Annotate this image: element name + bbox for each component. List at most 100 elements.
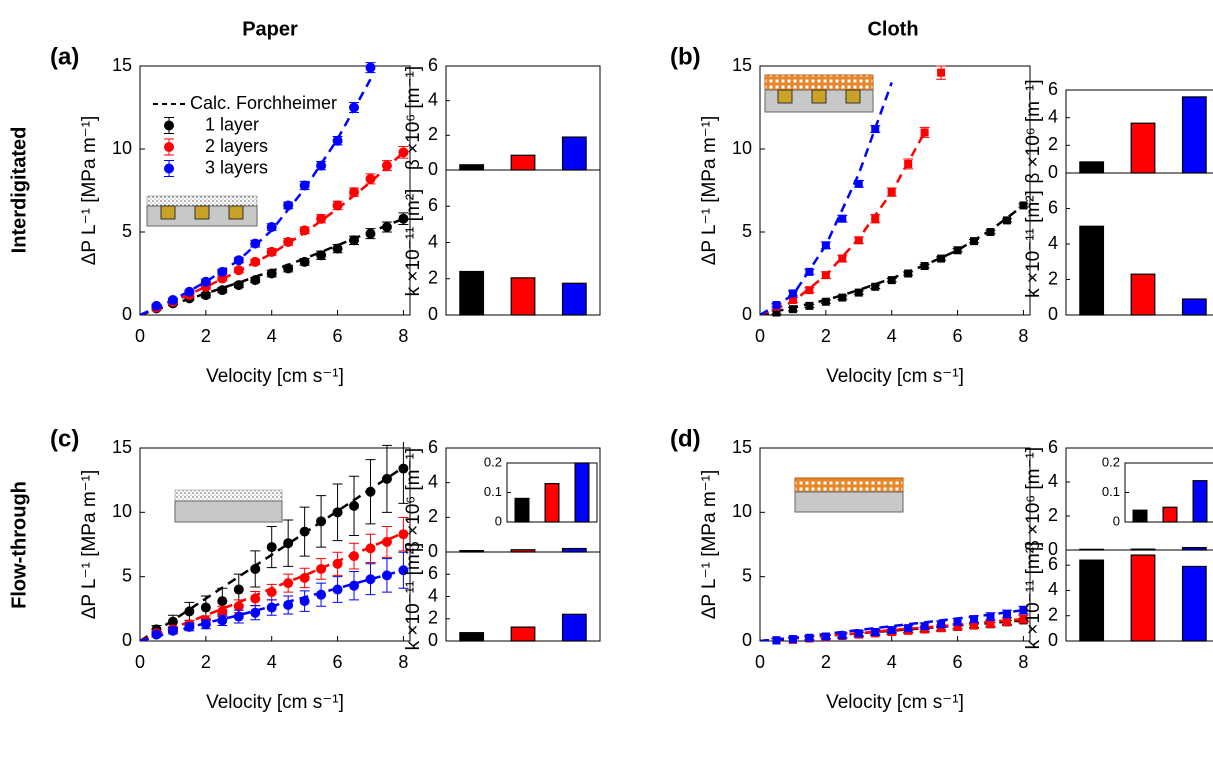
- data-point: [381, 473, 392, 484]
- x-tick-label: 4: [887, 652, 897, 672]
- bar: [510, 626, 536, 642]
- row-title: Flow-through: [8, 481, 30, 609]
- y-tick-label: 6: [1048, 554, 1058, 574]
- data-point: [398, 565, 409, 576]
- y-tick-label: 2: [428, 506, 438, 526]
- data-point: [217, 615, 228, 626]
- data-point: [821, 271, 830, 280]
- data-point: [266, 542, 277, 553]
- y-tick-label: 6: [428, 437, 438, 457]
- legend-label: 1 layer: [205, 114, 259, 134]
- bar: [1132, 509, 1148, 523]
- y-tick-label: 0.2: [1102, 454, 1120, 469]
- data-point: [821, 241, 830, 250]
- data-point: [316, 589, 327, 600]
- data-point: [250, 607, 261, 618]
- data-point: [1019, 606, 1028, 615]
- data-point: [316, 516, 327, 527]
- y-axis-label: ΔP L⁻¹ [MPa m⁻¹]: [79, 470, 100, 620]
- panel-label: (d): [670, 425, 701, 452]
- data-point: [805, 301, 814, 310]
- bar: [561, 613, 587, 642]
- bar: [574, 462, 590, 523]
- data-point: [316, 250, 327, 261]
- data-point: [299, 596, 310, 607]
- bar: [1079, 161, 1105, 174]
- data-point: [838, 631, 847, 640]
- data-point: [904, 269, 913, 278]
- bar: [1192, 480, 1208, 523]
- data-point: [184, 286, 195, 297]
- data-point: [283, 263, 294, 274]
- y-tick-label: 15: [112, 437, 132, 457]
- y-tick-label: 5: [742, 565, 752, 585]
- x-tick-label: 0: [755, 652, 765, 672]
- bar: [514, 497, 530, 523]
- fit-curve: [140, 217, 404, 315]
- data-point: [805, 633, 814, 642]
- y-axis-label: k ×10⁻¹¹ [m²]: [1023, 542, 1044, 650]
- data-point: [365, 62, 376, 73]
- data-point: [398, 529, 409, 540]
- data-point: [788, 635, 797, 644]
- bar: [459, 164, 485, 171]
- plot-frame: [759, 65, 1031, 316]
- y-tick-label: 10: [112, 501, 132, 521]
- data-point: [299, 225, 310, 236]
- x-tick-label: 6: [333, 326, 343, 346]
- schematic-cloth-flow: [794, 477, 904, 513]
- bar: [1079, 225, 1105, 316]
- x-tick-label: 4: [267, 652, 277, 672]
- y-axis-label: k ×10⁻¹¹ [m²]: [403, 543, 424, 651]
- x-tick-label: 2: [201, 326, 211, 346]
- column-title: Paper: [242, 18, 298, 40]
- y-axis-label: β ×10⁶ [m⁻¹]: [403, 66, 424, 170]
- y-axis-label: β ×10⁶ [m⁻¹]: [1023, 447, 1044, 551]
- data-point: [365, 173, 376, 184]
- data-point: [283, 599, 294, 610]
- data-point: [986, 228, 995, 236]
- bar: [1181, 565, 1207, 642]
- data-point: [299, 572, 310, 583]
- data-point: [217, 596, 228, 607]
- data-point: [986, 612, 995, 621]
- data-point: [805, 286, 814, 295]
- data-point: [167, 625, 178, 636]
- data-point: [871, 214, 880, 223]
- y-axis-label: β ×10⁶ [m⁻¹]: [403, 448, 424, 552]
- data-point: [805, 267, 814, 276]
- bar: [1162, 506, 1178, 523]
- y-tick-label: 0.2: [484, 454, 502, 469]
- data-point: [937, 620, 946, 629]
- y-tick-label: 6: [428, 55, 438, 75]
- y-tick-label: 0: [428, 304, 438, 324]
- data-point: [349, 551, 360, 562]
- bar: [561, 136, 587, 171]
- data-point: [200, 276, 211, 287]
- data-point: [349, 187, 360, 198]
- legend-marker: [164, 163, 174, 174]
- y-axis-label: ΔP L⁻¹ [MPa m⁻¹]: [79, 116, 100, 266]
- x-tick-label: 0: [135, 326, 145, 346]
- data-point: [217, 266, 228, 277]
- schematic-paper-interdigitated: [146, 195, 258, 227]
- y-axis-label: ΔP L⁻¹ [MPa m⁻¹]: [699, 470, 720, 620]
- data-point: [904, 624, 913, 633]
- bar: [1181, 298, 1207, 316]
- data-point: [381, 222, 392, 233]
- bar: [510, 277, 536, 316]
- data-point: [788, 289, 797, 298]
- y-tick-label: 2: [428, 268, 438, 288]
- y-tick-label: 10: [732, 138, 752, 158]
- bar: [1130, 273, 1156, 316]
- y-tick-label: 4: [428, 231, 438, 251]
- data-point: [167, 295, 178, 306]
- x-tick-label: 2: [821, 326, 831, 346]
- data-point: [316, 563, 327, 574]
- x-tick-label: 2: [821, 652, 831, 672]
- plot-frame: [759, 447, 1031, 642]
- data-point: [838, 254, 847, 263]
- data-point: [316, 213, 327, 224]
- y-tick-label: 0: [1048, 304, 1058, 324]
